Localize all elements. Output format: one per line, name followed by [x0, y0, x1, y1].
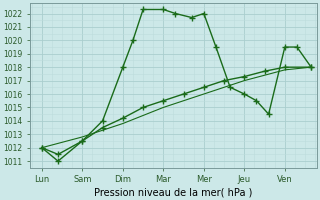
X-axis label: Pression niveau de la mer( hPa ): Pression niveau de la mer( hPa ): [94, 187, 252, 197]
